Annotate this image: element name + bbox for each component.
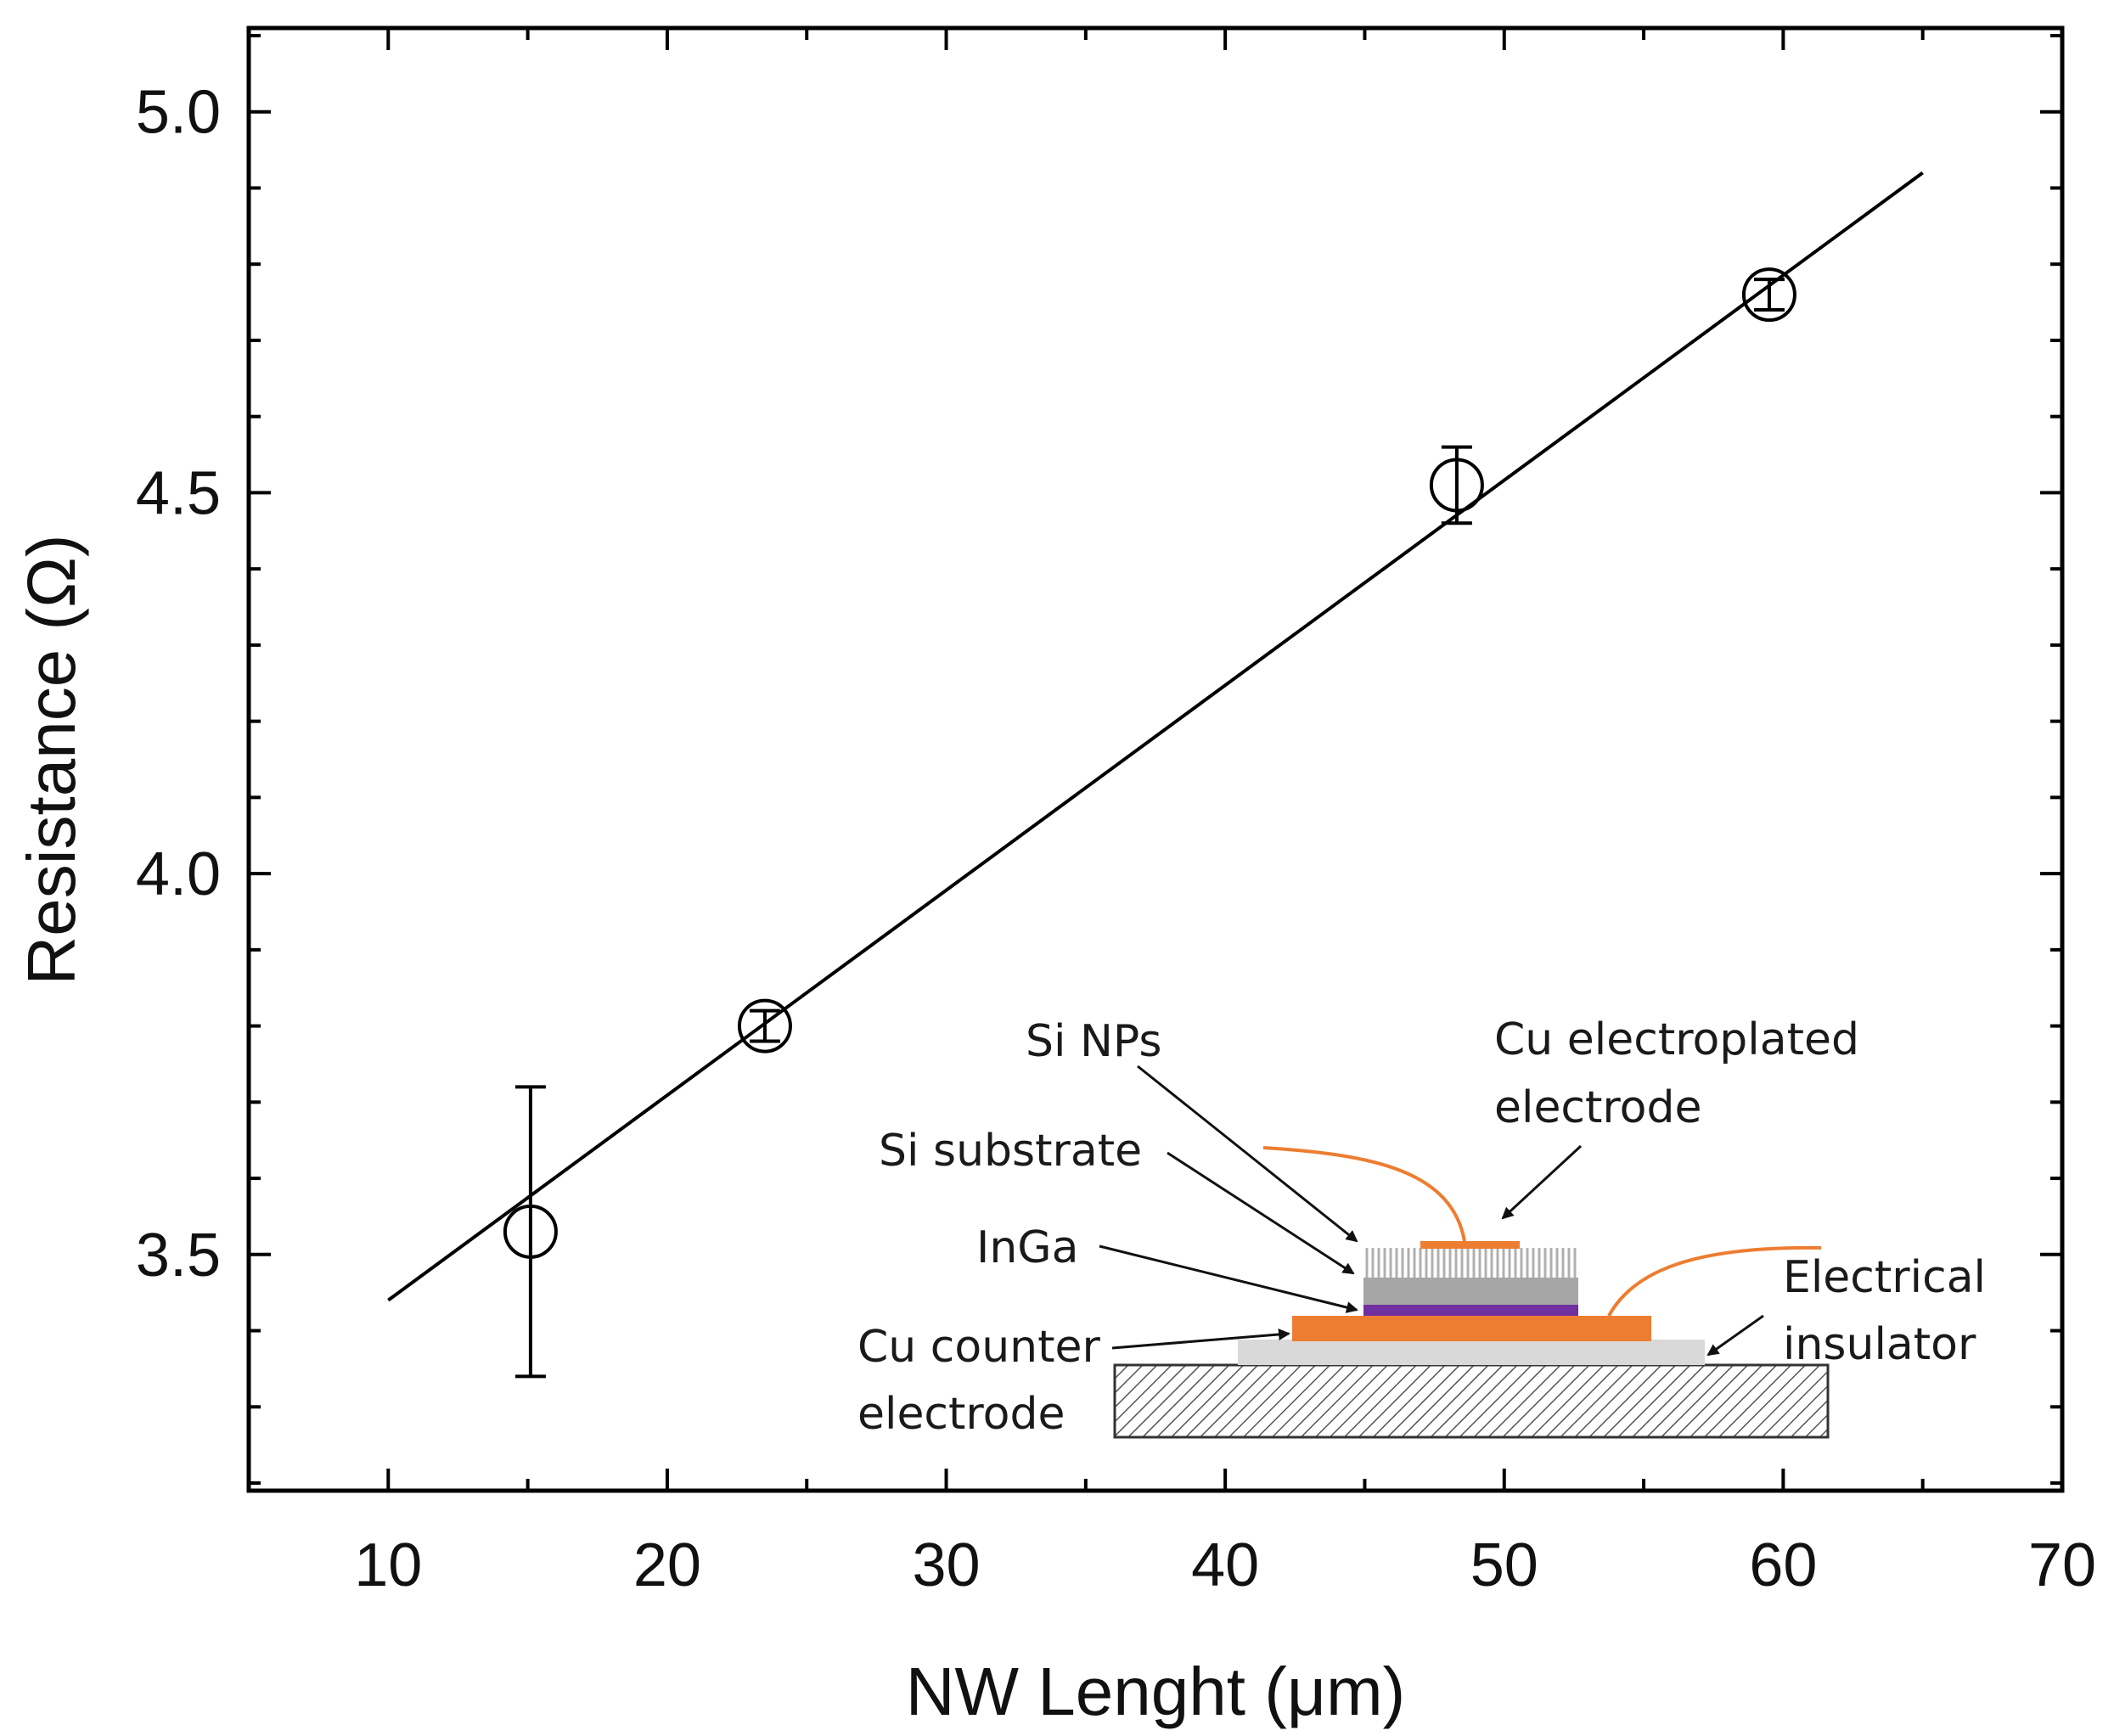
fit-line-layer — [387, 171, 1924, 1302]
data-point — [737, 998, 792, 1053]
device-schematic-inset: Si NPs Si substrate InGa Cu counter elec… — [857, 1014, 1986, 1440]
inga-layer — [1363, 1305, 1578, 1316]
electrical-insulator-layer — [1238, 1340, 1705, 1365]
label-si-substrate: Si substrate — [879, 1126, 1142, 1177]
arrow-cu-counter — [1111, 1329, 1290, 1350]
data-point — [503, 1204, 558, 1259]
label-si-nps: Si NPs — [1026, 1016, 1161, 1067]
label-cu-counter-2: electrode — [857, 1389, 1065, 1440]
y-tick-label: 3.5 — [136, 1222, 221, 1289]
si-nanowires — [1365, 1248, 1577, 1278]
x-tick-label: 30 — [912, 1531, 980, 1599]
arrow-inga — [1099, 1244, 1358, 1313]
x-axis-ticks — [247, 28, 2064, 1491]
cu-counter-electrode-layer — [1292, 1316, 1651, 1341]
y-axis-tick-labels: 3.5 4.0 4.5 5.0 — [136, 79, 221, 1289]
x-tick-label: 50 — [1470, 1531, 1538, 1599]
y-tick-label: 4.5 — [136, 459, 221, 527]
x-tick-label: 10 — [354, 1531, 422, 1599]
x-axis-title: NW Lenght (μm) — [906, 1654, 1405, 1729]
label-cu-plated-1: Cu electroplated — [1494, 1014, 1859, 1065]
y-tick-label: 4.0 — [136, 840, 221, 908]
label-insulator-1: Electrical — [1783, 1252, 1986, 1303]
data-point — [1741, 267, 1796, 323]
cu-electroplated-electrode-layer — [1420, 1241, 1520, 1249]
plot-frame — [246, 25, 2065, 1493]
x-tick-label: 70 — [2028, 1531, 2096, 1599]
arrow-si-substrate — [1167, 1151, 1355, 1275]
label-cu-plated-2: electrode — [1494, 1082, 1701, 1133]
y-tick-label: 5.0 — [136, 79, 221, 147]
x-tick-label: 20 — [633, 1531, 701, 1599]
label-inga: InGa — [976, 1222, 1078, 1273]
counter-electrode-wire — [1607, 1245, 1822, 1317]
y-axis-title: Resistance (Ω) — [14, 534, 89, 985]
x-tick-label: 40 — [1191, 1531, 1259, 1599]
base-plate-hatched — [1113, 1363, 1830, 1439]
label-insulator-2: insulator — [1783, 1319, 1976, 1370]
x-tick-label: 60 — [1749, 1531, 1817, 1599]
arrow-si-nps — [1137, 1065, 1358, 1243]
si-substrate-layer — [1363, 1278, 1578, 1305]
linear-fit-line — [387, 171, 1924, 1302]
data-point — [1429, 458, 1484, 513]
arrow-insulator — [1706, 1314, 1764, 1357]
data-points-layer — [503, 267, 1796, 1379]
arrow-cu-electroplated — [1501, 1144, 1583, 1220]
y-axis-ticks — [249, 33, 2062, 1486]
label-cu-counter-1: Cu counter — [857, 1322, 1100, 1373]
x-axis-tick-labels: 10 20 30 40 50 60 70 — [354, 1531, 2096, 1599]
top-electrode-wire — [1262, 1146, 1466, 1242]
